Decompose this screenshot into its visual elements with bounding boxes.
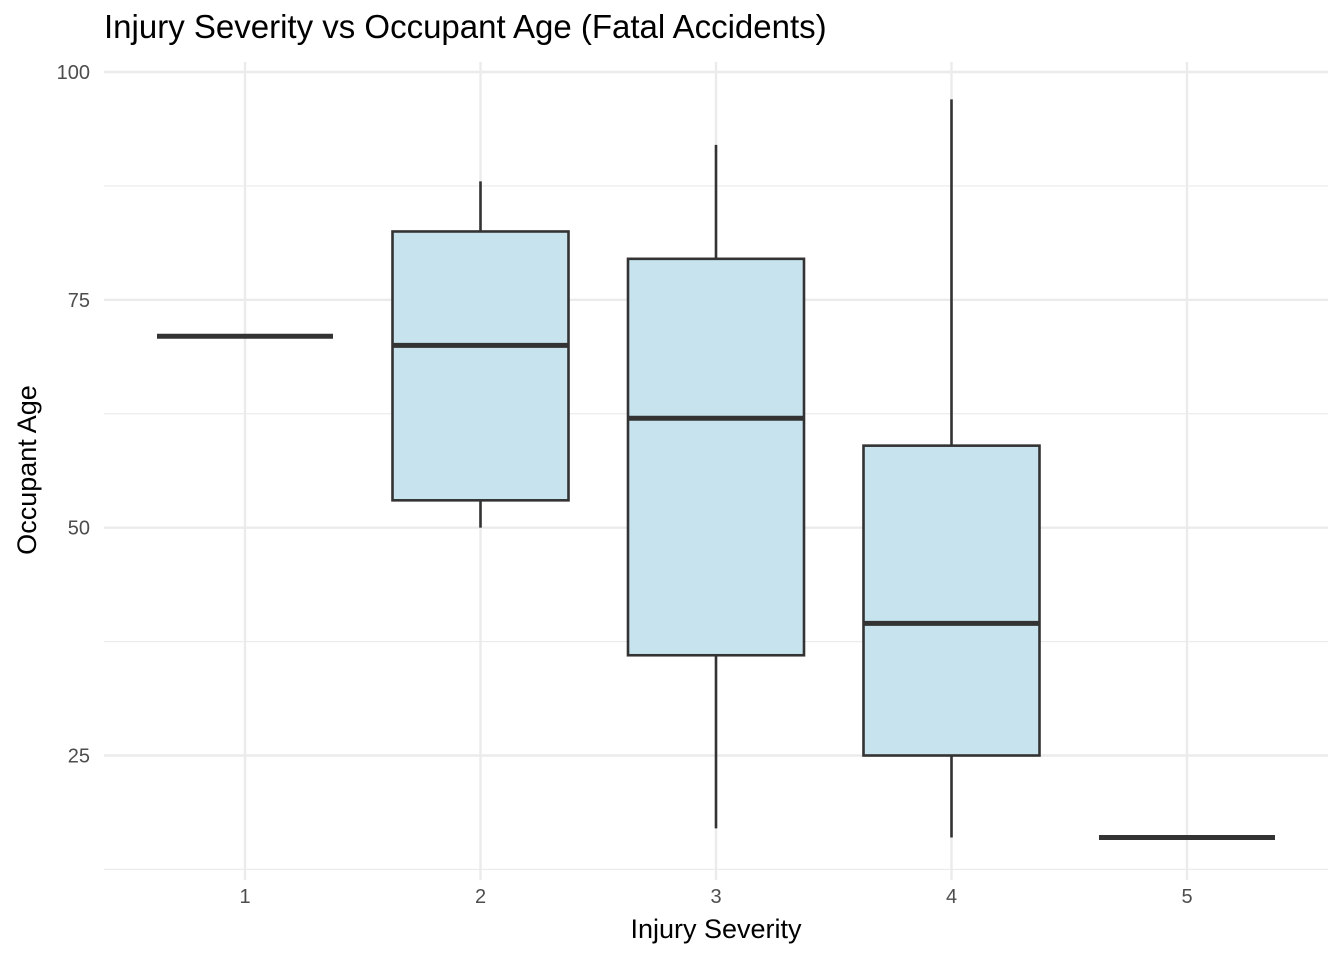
x-tick-label: 5 bbox=[1181, 886, 1192, 908]
marks-layer bbox=[157, 99, 1275, 841]
x-tick-label: 4 bbox=[946, 886, 957, 908]
x-tick-label: 3 bbox=[710, 886, 721, 908]
y-tick-label: 25 bbox=[68, 746, 90, 768]
y-tick-label: 75 bbox=[68, 290, 90, 312]
x-tick-label: 2 bbox=[475, 886, 486, 908]
y-axis-title: Occupant Age bbox=[12, 385, 42, 555]
x-tick-label: 1 bbox=[239, 886, 250, 908]
chart-title: Injury Severity vs Occupant Age (Fatal A… bbox=[104, 8, 827, 45]
y-tick-label: 100 bbox=[57, 62, 90, 84]
ticks-layer: 25 50 75 100 1 2 3 4 5 bbox=[57, 62, 1193, 908]
y-tick-label: 50 bbox=[68, 518, 90, 540]
x-axis-title: Injury Severity bbox=[630, 914, 802, 944]
iqr-box bbox=[391, 230, 570, 502]
iqr-box bbox=[862, 444, 1041, 757]
iqr-box bbox=[626, 257, 806, 657]
